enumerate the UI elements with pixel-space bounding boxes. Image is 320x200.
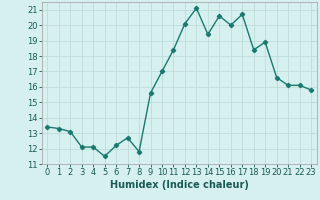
X-axis label: Humidex (Indice chaleur): Humidex (Indice chaleur) [110,180,249,190]
